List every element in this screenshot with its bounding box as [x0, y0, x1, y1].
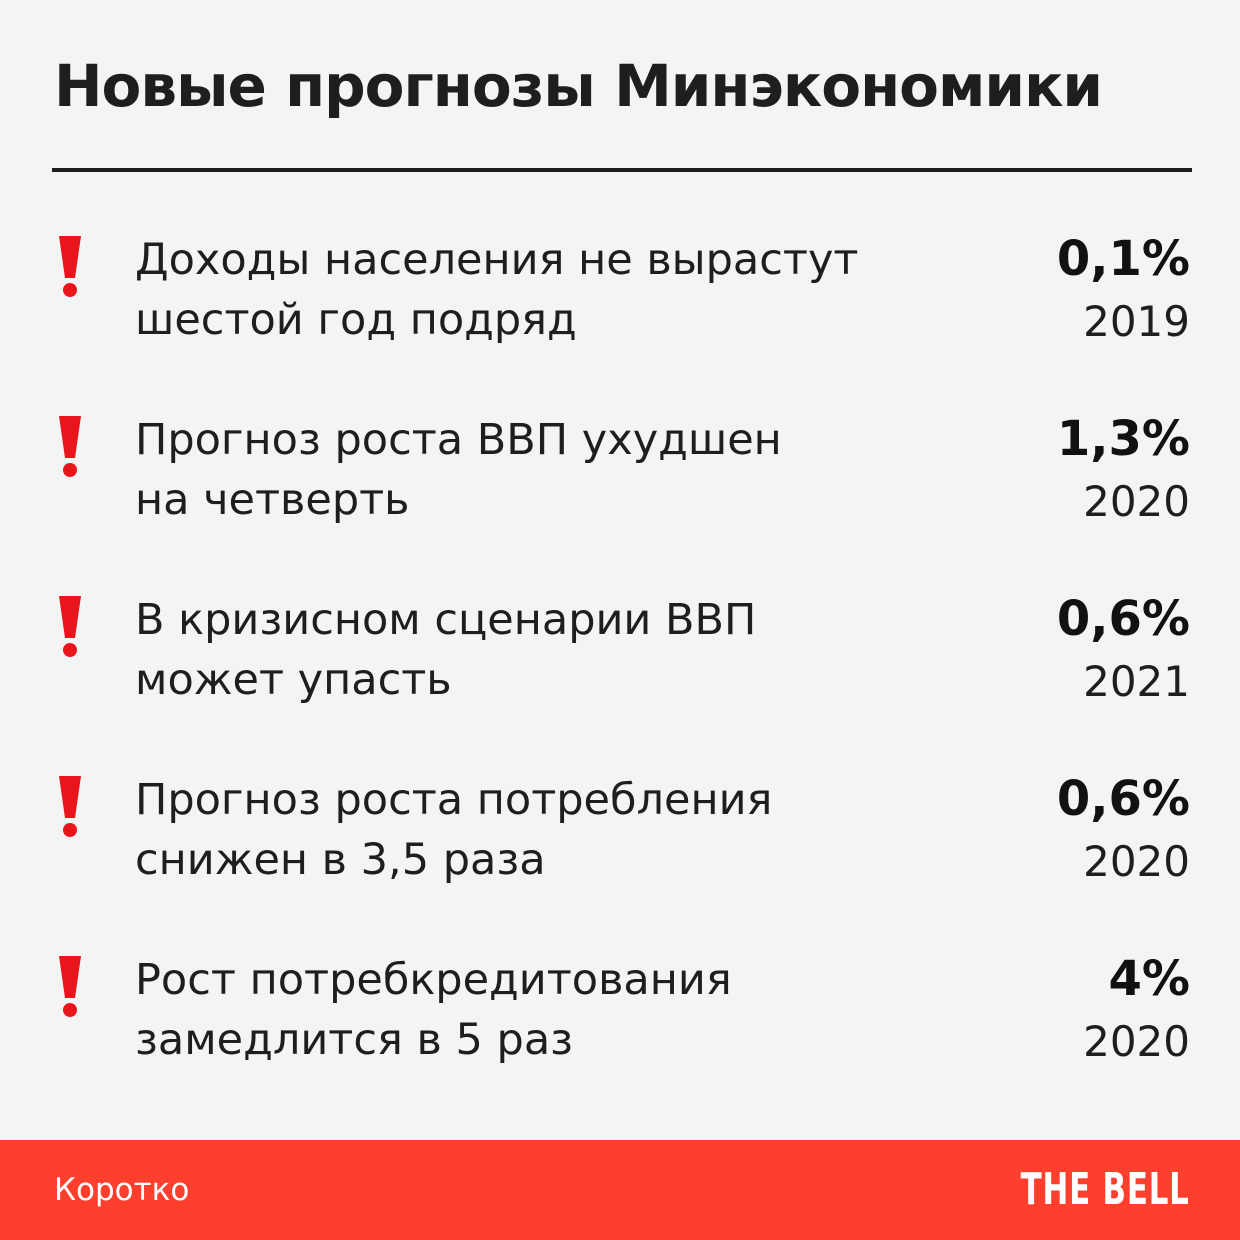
list-item: В кризисном сценарии ВВП может упасть 0,…: [0, 590, 1240, 720]
item-text-line: В кризисном сценарии ВВП: [135, 595, 757, 645]
item-value: 0,6%: [1056, 591, 1190, 647]
item-year: 2020: [1083, 1017, 1190, 1066]
list-item: Прогноз роста ВВП ухудшен на четверть 1,…: [0, 410, 1240, 540]
item-description: Прогноз роста потребления снижен в 3,5 р…: [135, 770, 772, 890]
item-year: 2020: [1083, 477, 1190, 526]
exclamation-icon: [59, 416, 81, 477]
item-description: Прогноз роста ВВП ухудшен на четверть: [135, 410, 782, 530]
item-value: 0,6%: [1056, 771, 1190, 827]
item-year: 2021: [1083, 657, 1190, 706]
exclamation-icon: [59, 956, 81, 1017]
item-text-line: на четверть: [135, 475, 410, 525]
item-value: 0,1%: [1056, 231, 1190, 287]
footer-bar: Коротко THE BELL: [0, 1140, 1240, 1240]
item-description: В кризисном сценарии ВВП может упасть: [135, 590, 756, 710]
title-divider: [52, 168, 1192, 172]
list-item: Доходы населения не вырастут шестой год …: [0, 230, 1240, 360]
item-description: Рост потребкредитования замедлится в 5 р…: [135, 950, 732, 1070]
brand-logo: THE BELL: [1021, 1164, 1190, 1215]
item-text-line: может упасть: [135, 655, 452, 705]
item-year: 2019: [1083, 297, 1190, 346]
item-text-line: замедлится в 5 раз: [135, 1015, 574, 1065]
item-value: 4%: [1108, 951, 1191, 1007]
exclamation-icon: [59, 776, 81, 837]
item-description: Доходы населения не вырастут шестой год …: [135, 230, 858, 350]
exclamation-icon: [59, 596, 81, 657]
exclamation-icon: [59, 236, 81, 297]
footer-label: Коротко: [54, 1172, 190, 1208]
item-text-line: Рост потребкредитования: [135, 955, 732, 1005]
item-year: 2020: [1083, 837, 1190, 886]
item-text-line: Прогноз роста потребления: [135, 775, 773, 825]
item-text-line: Прогноз роста ВВП ухудшен: [135, 415, 782, 465]
item-text-line: Доходы населения не вырастут: [135, 235, 859, 285]
list-item: Рост потребкредитования замедлится в 5 р…: [0, 950, 1240, 1080]
item-text-line: шестой год подряд: [135, 295, 577, 345]
list-item: Прогноз роста потребления снижен в 3,5 р…: [0, 770, 1240, 900]
page-title: Новые прогнозы Минэкономики: [54, 52, 1103, 120]
item-text-line: снижен в 3,5 раза: [135, 835, 546, 885]
item-value: 1,3%: [1056, 411, 1190, 467]
